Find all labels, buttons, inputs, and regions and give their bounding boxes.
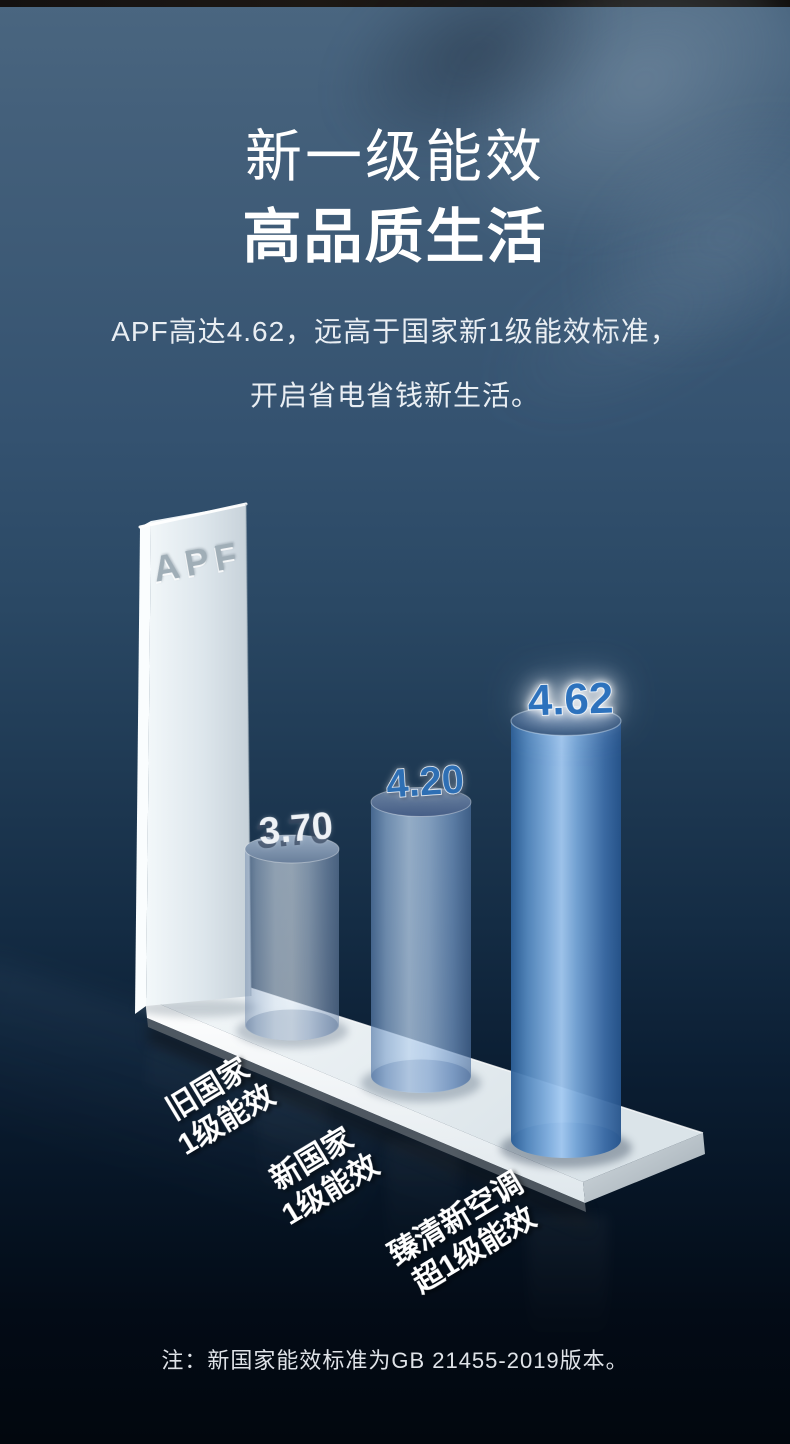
description-line-2: 开启省电省钱新生活。 (249, 379, 540, 411)
bar-old-national: 3.70 (236, 805, 348, 1048)
platform-front (145, 998, 585, 1203)
cylinder-cap (510, 705, 622, 737)
bar-value: 3.70 (257, 805, 334, 853)
footnote: 注：新国家能效标准为GB 21455-2019版本。 (161, 1348, 629, 1373)
platform-reflection (144, 1040, 585, 1268)
axis-panel: APF (135, 502, 260, 1017)
cylinder-body (245, 849, 339, 1041)
cylinder-body (371, 802, 471, 1093)
page-subtitle: 高品质生活 (242, 203, 548, 270)
bar-new-national: 4.20 (361, 757, 481, 1102)
axis-panel-left-edge (135, 521, 151, 1014)
axis-panel-face (146, 504, 251, 1006)
top-strip (0, 0, 790, 7)
platform-side (583, 1133, 705, 1203)
description-line-1: APF高达4.62，远高于国家新1级能效标准， (111, 315, 679, 347)
cylinder-reflection (386, 1140, 460, 1270)
cylinder-reflection (528, 1215, 608, 1345)
platform-underside (147, 1018, 586, 1212)
axis-panel-top-edge (138, 502, 248, 529)
cylinder-cap (370, 787, 472, 817)
header-block: 新一级能效 高品质生活 APF高达4.62，远高于国家新1级能效标准， 开启省电… (0, 0, 790, 414)
cylinder-reflection (258, 1090, 328, 1200)
bar-value: 4.62 (527, 674, 614, 726)
bar-zhenqing-super: 4.62 (500, 673, 632, 1168)
cylinder-body (511, 721, 621, 1158)
page-title: 新一级能效 (245, 125, 545, 189)
bar-value: 4.20 (385, 757, 466, 806)
cylinder-cap (244, 834, 340, 864)
